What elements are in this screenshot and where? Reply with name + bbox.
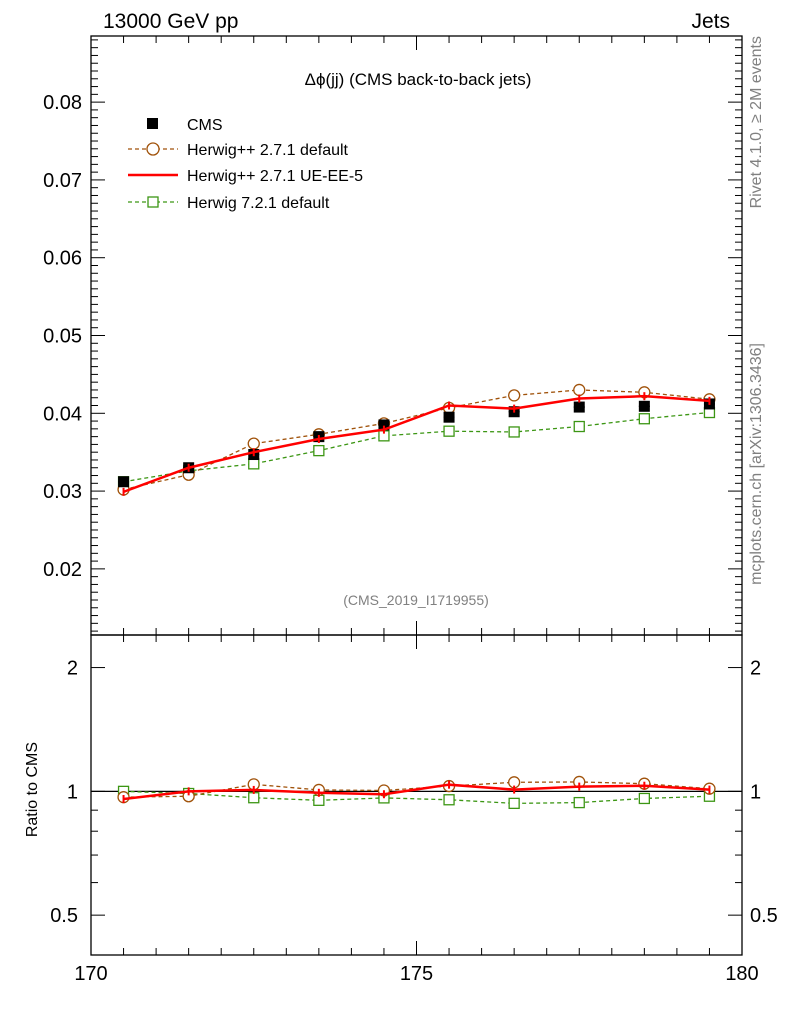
ratio-y-tick-label-left: 2 [67, 658, 78, 680]
ratio-point-herwig-7-2-1-default [248, 792, 260, 804]
ratio-y-tick-label-right: 2 [750, 658, 761, 680]
main-point-herwig-7-2-1-default [313, 444, 325, 457]
ratio-point-herwig-7-2-1-default [508, 797, 520, 810]
ratio-axes: 170 175 180 0.5 0.5 1 1 2 2 [50, 635, 778, 985]
main-line-herwig-2-7-1-ue-ee-5 [123, 394, 710, 494]
ratio-x-tick-label: 175 [400, 963, 433, 985]
ratio-x-tick-label: 180 [725, 963, 758, 985]
main-y-tick-label: 0.04 [43, 403, 82, 425]
legend-entry-cms: CMS [147, 117, 223, 134]
ratio-point-herwig-7-2-1-default [443, 794, 455, 806]
main-line-herwig-2-7-1-default [123, 389, 710, 491]
main-y-tick-label: 0.02 [43, 559, 82, 581]
ratio-ylabel: Ratio to CMS [24, 742, 41, 837]
legend: CMS Herwig++ 2.7.1 default Herwig++ 2.7.… [128, 117, 363, 212]
ratio-line-herwig-7-2-1-default [123, 790, 710, 805]
ratio-y-tick-label-left: 1 [67, 781, 78, 803]
main-point-herwig-7-2-1-default [573, 420, 585, 433]
legend-label-herwigpp-default: Herwig++ 2.7.1 default [187, 142, 349, 159]
ratio-y-tick-label-right: 0.5 [750, 905, 778, 927]
ratio-x-tick-label: 170 [74, 963, 107, 985]
analysis-watermark: (CMS_2019_I1719955) [343, 592, 489, 608]
legend-entry-herwig7-default: Herwig 7.2.1 default [128, 195, 330, 212]
main-y-tick-label: 0.03 [43, 481, 82, 503]
mcplots-label: mcplots.cern.ch [arXiv:1306.3436] [748, 343, 765, 585]
main-point-herwig-7-2-1-default [508, 426, 520, 438]
main-point-herwig-7-2-1-default [248, 458, 260, 470]
legend-marker-cms [147, 118, 158, 129]
main-axes: 0.02 0.03 0.04 0.05 0.06 0.07 0.08 [43, 36, 743, 635]
header-left-title: 13000 GeV pp [103, 10, 238, 33]
main-cms-point [118, 476, 130, 488]
main-y-tick-label: 0.06 [43, 248, 82, 270]
main-series-layer [117, 383, 716, 496]
main-title: Δϕ(jj) (CMS back-to-back jets) [305, 70, 532, 89]
legend-entry-herwigpp-default: Herwig++ 2.7.1 default [128, 142, 349, 159]
legend-label-herwig7-default: Herwig 7.2.1 default [187, 195, 330, 212]
ratio-line-herwig-2-7-1-ue-ee-5 [123, 783, 710, 801]
ratio-y-tick-label-left: 0.5 [50, 905, 78, 927]
header-right-title: Jets [691, 10, 730, 33]
main-point-herwig-7-2-1-default [638, 413, 650, 425]
legend-marker-herwig7-default [147, 196, 159, 208]
legend-label-cms: CMS [187, 117, 223, 134]
ratio-point-herwig-7-2-1-default [313, 794, 325, 806]
legend-entry-herwigpp-ueee5: Herwig++ 2.7.1 UE-EE-5 [128, 168, 363, 185]
main-cms-point [378, 419, 390, 431]
legend-label-herwigpp-ueee5: Herwig++ 2.7.1 UE-EE-5 [187, 168, 363, 185]
main-y-tick-label: 0.07 [43, 170, 82, 192]
main-line-herwig-7-2-1-default [123, 411, 710, 483]
main-y-tick-label: 0.05 [43, 326, 82, 348]
main-cms-point [638, 400, 650, 412]
ratio-point-herwig-7-2-1-default [638, 792, 650, 805]
ratio-y-tick-label-right: 1 [750, 781, 761, 803]
ratio-series-layer [117, 775, 716, 810]
ratio-point-herwig-7-2-1-default [573, 796, 585, 809]
main-y-tick-label: 0.08 [43, 92, 82, 114]
main-point-herwig-2-7-1-default [573, 383, 586, 397]
main-cms-point [443, 411, 455, 423]
legend-marker-herwigpp-default [146, 142, 160, 156]
rivet-label: Rivet 4.1.0, ≥ 2M events [748, 36, 765, 208]
main-point-herwig-2-7-1-default [508, 389, 521, 402]
main-cms-point [573, 401, 585, 413]
main-point-herwig-7-2-1-default [443, 425, 455, 437]
main-point-herwig-2-7-1-default [247, 437, 260, 450]
